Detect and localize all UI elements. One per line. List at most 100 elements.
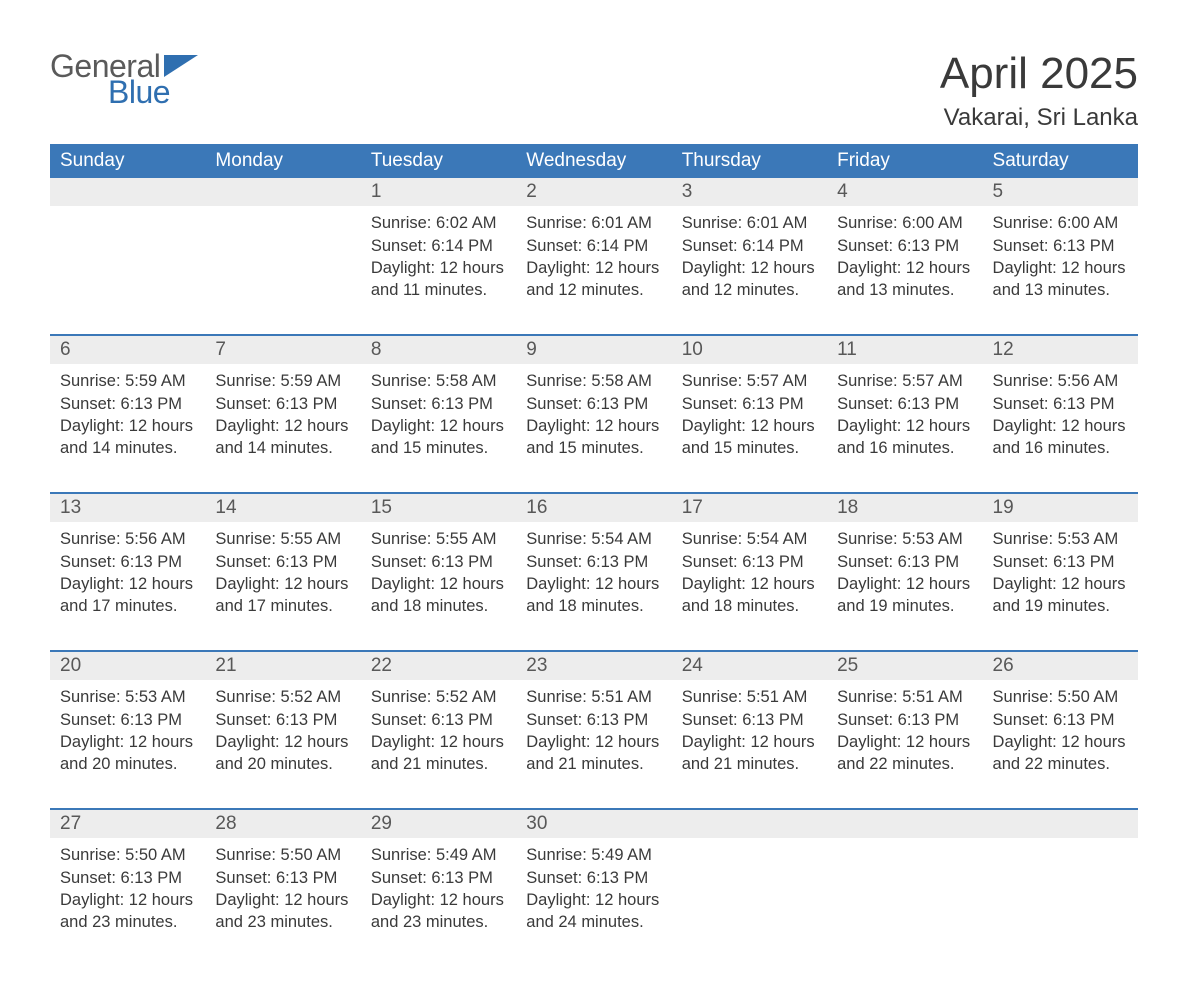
day-body: Sunrise: 5:52 AMSunset: 6:13 PMDaylight:… bbox=[361, 680, 516, 785]
day-body-row: Sunrise: 5:56 AMSunset: 6:13 PMDaylight:… bbox=[50, 522, 1138, 650]
sunset-line: Sunset: 6:13 PM bbox=[837, 393, 972, 415]
daylight-line: Daylight: 12 hours and 21 minutes. bbox=[371, 731, 506, 776]
day-number-cell: 3 bbox=[672, 178, 827, 206]
sunset-line: Sunset: 6:13 PM bbox=[682, 709, 817, 731]
sunrise-line: Sunrise: 5:57 AM bbox=[837, 370, 972, 392]
day-number-cell: 5 bbox=[983, 178, 1138, 206]
sunset-line: Sunset: 6:13 PM bbox=[526, 867, 661, 889]
sunrise-line: Sunrise: 5:59 AM bbox=[60, 370, 195, 392]
title-block: April 2025 Vakarai, Sri Lanka bbox=[940, 50, 1138, 132]
day-number-cell: 26 bbox=[983, 652, 1138, 680]
day-number-cell: 17 bbox=[672, 494, 827, 522]
logo-word2: Blue bbox=[108, 76, 198, 108]
daylight-line: Daylight: 12 hours and 20 minutes. bbox=[215, 731, 350, 776]
day-body: Sunrise: 5:53 AMSunset: 6:13 PMDaylight:… bbox=[50, 680, 205, 785]
sunset-line: Sunset: 6:14 PM bbox=[682, 235, 817, 257]
day-cell: Sunrise: 5:50 AMSunset: 6:13 PMDaylight:… bbox=[205, 838, 360, 966]
sunrise-line: Sunrise: 5:53 AM bbox=[993, 528, 1128, 550]
day-body-row: Sunrise: 6:02 AMSunset: 6:14 PMDaylight:… bbox=[50, 206, 1138, 334]
logo: General Blue bbox=[50, 50, 198, 108]
day-body: Sunrise: 5:56 AMSunset: 6:13 PMDaylight:… bbox=[983, 364, 1138, 469]
day-cell: Sunrise: 5:49 AMSunset: 6:13 PMDaylight:… bbox=[516, 838, 671, 966]
day-number-cell: 2 bbox=[516, 178, 671, 206]
daylight-line: Daylight: 12 hours and 18 minutes. bbox=[682, 573, 817, 618]
page-title: April 2025 bbox=[940, 50, 1138, 98]
day-number-row: 12345 bbox=[50, 178, 1138, 206]
daylight-line: Daylight: 12 hours and 14 minutes. bbox=[215, 415, 350, 460]
sunrise-line: Sunrise: 5:51 AM bbox=[682, 686, 817, 708]
day-body: Sunrise: 5:55 AMSunset: 6:13 PMDaylight:… bbox=[361, 522, 516, 627]
day-number-cell: 10 bbox=[672, 336, 827, 364]
sunrise-line: Sunrise: 5:54 AM bbox=[526, 528, 661, 550]
sunrise-line: Sunrise: 5:58 AM bbox=[371, 370, 506, 392]
page-subtitle: Vakarai, Sri Lanka bbox=[940, 104, 1138, 132]
day-number-cell: 20 bbox=[50, 652, 205, 680]
daylight-line: Daylight: 12 hours and 14 minutes. bbox=[60, 415, 195, 460]
day-number-cell: 25 bbox=[827, 652, 982, 680]
daylight-line: Daylight: 12 hours and 22 minutes. bbox=[993, 731, 1128, 776]
day-cell: Sunrise: 5:56 AMSunset: 6:13 PMDaylight:… bbox=[983, 364, 1138, 492]
sunset-line: Sunset: 6:13 PM bbox=[60, 709, 195, 731]
sunrise-line: Sunrise: 5:57 AM bbox=[682, 370, 817, 392]
daylight-line: Daylight: 12 hours and 15 minutes. bbox=[682, 415, 817, 460]
day-cell: Sunrise: 5:58 AMSunset: 6:13 PMDaylight:… bbox=[516, 364, 671, 492]
day-body: Sunrise: 6:01 AMSunset: 6:14 PMDaylight:… bbox=[672, 206, 827, 311]
day-cell: Sunrise: 5:58 AMSunset: 6:13 PMDaylight:… bbox=[361, 364, 516, 492]
sunrise-line: Sunrise: 5:54 AM bbox=[682, 528, 817, 550]
day-number-cell bbox=[983, 810, 1138, 838]
day-number-cell: 28 bbox=[205, 810, 360, 838]
daylight-line: Daylight: 12 hours and 21 minutes. bbox=[682, 731, 817, 776]
daylight-line: Daylight: 12 hours and 13 minutes. bbox=[837, 257, 972, 302]
day-cell: Sunrise: 5:55 AMSunset: 6:13 PMDaylight:… bbox=[361, 522, 516, 650]
day-number-cell bbox=[672, 810, 827, 838]
sunrise-line: Sunrise: 5:51 AM bbox=[837, 686, 972, 708]
sunset-line: Sunset: 6:13 PM bbox=[682, 393, 817, 415]
weekday-header: Saturday bbox=[983, 144, 1138, 178]
weekday-header: Thursday bbox=[672, 144, 827, 178]
day-number-cell: 6 bbox=[50, 336, 205, 364]
day-cell bbox=[672, 838, 827, 966]
day-number-cell: 15 bbox=[361, 494, 516, 522]
day-cell: Sunrise: 6:00 AMSunset: 6:13 PMDaylight:… bbox=[983, 206, 1138, 334]
day-cell: Sunrise: 5:51 AMSunset: 6:13 PMDaylight:… bbox=[672, 680, 827, 808]
calendar-page: General Blue April 2025 Vakarai, Sri Lan… bbox=[0, 0, 1188, 1006]
day-body: Sunrise: 5:54 AMSunset: 6:13 PMDaylight:… bbox=[672, 522, 827, 627]
day-number-cell: 27 bbox=[50, 810, 205, 838]
day-body: Sunrise: 6:01 AMSunset: 6:14 PMDaylight:… bbox=[516, 206, 671, 311]
day-number-cell: 23 bbox=[516, 652, 671, 680]
sunset-line: Sunset: 6:13 PM bbox=[682, 551, 817, 573]
daylight-line: Daylight: 12 hours and 23 minutes. bbox=[60, 889, 195, 934]
daylight-line: Daylight: 12 hours and 24 minutes. bbox=[526, 889, 661, 934]
day-cell bbox=[50, 206, 205, 334]
sunrise-line: Sunrise: 5:49 AM bbox=[526, 844, 661, 866]
day-body: Sunrise: 5:53 AMSunset: 6:13 PMDaylight:… bbox=[983, 522, 1138, 627]
day-body: Sunrise: 6:02 AMSunset: 6:14 PMDaylight:… bbox=[361, 206, 516, 311]
daylight-line: Daylight: 12 hours and 18 minutes. bbox=[371, 573, 506, 618]
day-number-cell: 4 bbox=[827, 178, 982, 206]
day-body: Sunrise: 5:49 AMSunset: 6:13 PMDaylight:… bbox=[361, 838, 516, 943]
day-number-cell: 19 bbox=[983, 494, 1138, 522]
sunrise-line: Sunrise: 5:51 AM bbox=[526, 686, 661, 708]
sunrise-line: Sunrise: 5:52 AM bbox=[371, 686, 506, 708]
day-body: Sunrise: 5:50 AMSunset: 6:13 PMDaylight:… bbox=[205, 838, 360, 943]
weekday-header: Wednesday bbox=[516, 144, 671, 178]
daylight-line: Daylight: 12 hours and 15 minutes. bbox=[371, 415, 506, 460]
sunset-line: Sunset: 6:13 PM bbox=[993, 551, 1128, 573]
day-body-row: Sunrise: 5:50 AMSunset: 6:13 PMDaylight:… bbox=[50, 838, 1138, 966]
daylight-line: Daylight: 12 hours and 11 minutes. bbox=[371, 257, 506, 302]
sunset-line: Sunset: 6:13 PM bbox=[837, 235, 972, 257]
sunset-line: Sunset: 6:13 PM bbox=[837, 709, 972, 731]
day-number-cell: 21 bbox=[205, 652, 360, 680]
day-number-cell: 8 bbox=[361, 336, 516, 364]
day-number-cell: 24 bbox=[672, 652, 827, 680]
sunset-line: Sunset: 6:13 PM bbox=[215, 393, 350, 415]
day-cell: Sunrise: 5:59 AMSunset: 6:13 PMDaylight:… bbox=[205, 364, 360, 492]
weekday-header: Friday bbox=[827, 144, 982, 178]
sunset-line: Sunset: 6:13 PM bbox=[993, 235, 1128, 257]
day-number-cell: 7 bbox=[205, 336, 360, 364]
sunrise-line: Sunrise: 6:01 AM bbox=[682, 212, 817, 234]
sunset-line: Sunset: 6:13 PM bbox=[215, 551, 350, 573]
day-cell: Sunrise: 5:50 AMSunset: 6:13 PMDaylight:… bbox=[50, 838, 205, 966]
daylight-line: Daylight: 12 hours and 13 minutes. bbox=[993, 257, 1128, 302]
day-body: Sunrise: 5:59 AMSunset: 6:13 PMDaylight:… bbox=[50, 364, 205, 469]
